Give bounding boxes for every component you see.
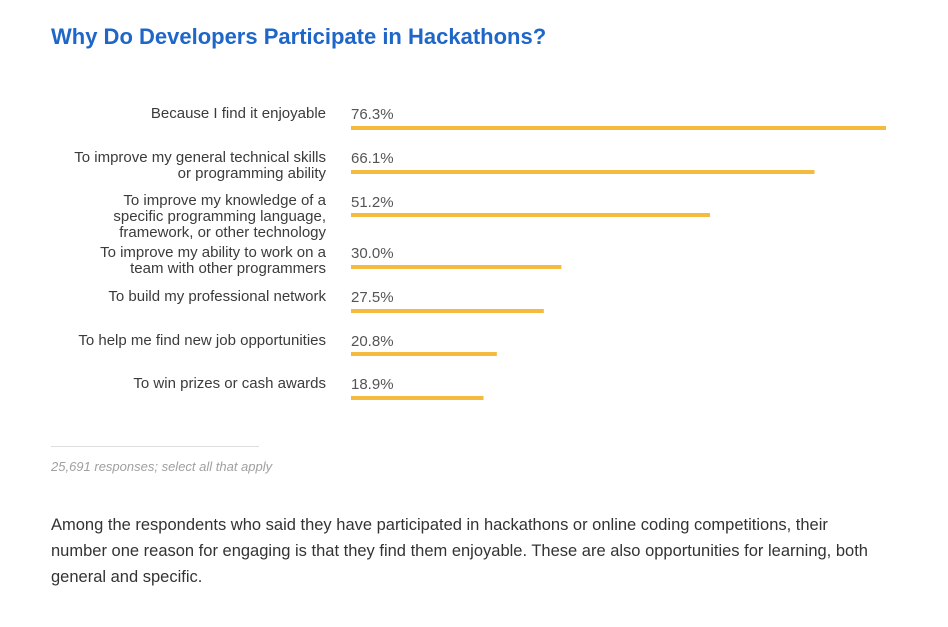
- divider: [51, 446, 259, 447]
- value-label: 27.5%: [351, 289, 394, 306]
- value-label: 30.0%: [351, 245, 394, 262]
- category-label: Because I find it enjoyable: [151, 105, 326, 122]
- summary-paragraph: Among the respondents who said they have…: [51, 516, 868, 586]
- bar: [351, 309, 544, 313]
- responses-note: 25,691 responses; select all that apply: [51, 459, 273, 474]
- category-label: To improve my general technical skills: [74, 149, 326, 166]
- bar: [351, 265, 562, 269]
- bar: [351, 396, 484, 400]
- category-label: To help me find new job opportunities: [78, 332, 326, 349]
- value-label: 20.8%: [351, 333, 394, 350]
- category-label: team with other programmers: [130, 260, 326, 277]
- value-label: 76.3%: [351, 106, 394, 123]
- category-label: specific programming language,: [113, 208, 326, 225]
- bar: [351, 213, 711, 217]
- chart-title: Why Do Developers Participate in Hackath…: [51, 24, 547, 49]
- bar-chart: Because I find it enjoyable 76.3% To impro…: [74, 105, 886, 400]
- category-label: To build my professional network: [108, 288, 326, 305]
- bar: [351, 170, 815, 174]
- bar: [351, 352, 497, 356]
- category-label: To win prizes or cash awards: [133, 375, 326, 392]
- bar: [351, 126, 886, 130]
- category-label: To improve my ability to work on a: [100, 244, 327, 261]
- value-label: 51.2%: [351, 194, 394, 211]
- value-label: 18.9%: [351, 376, 394, 393]
- category-label: framework, or other technology: [119, 224, 326, 241]
- category-label: or programming ability: [178, 165, 327, 182]
- value-label: 66.1%: [351, 150, 394, 167]
- category-label: To improve my knowledge of a: [123, 192, 326, 209]
